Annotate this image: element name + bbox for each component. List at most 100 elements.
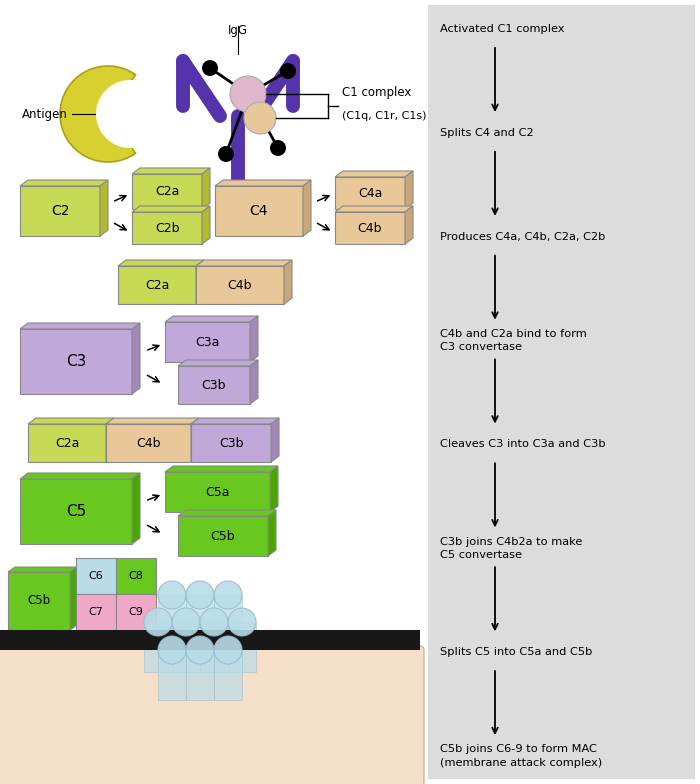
Bar xyxy=(196,266,284,304)
Bar xyxy=(118,266,196,304)
Circle shape xyxy=(200,608,228,636)
Text: C2: C2 xyxy=(50,204,69,218)
Polygon shape xyxy=(8,567,77,572)
Text: Splits C4 and C2: Splits C4 and C2 xyxy=(440,128,533,138)
Bar xyxy=(76,594,116,630)
Polygon shape xyxy=(191,418,199,462)
Polygon shape xyxy=(202,206,210,244)
Text: C5a: C5a xyxy=(205,485,230,499)
Wedge shape xyxy=(60,66,136,162)
Bar xyxy=(20,329,132,394)
Text: C6: C6 xyxy=(89,571,104,581)
Bar xyxy=(200,622,228,672)
Polygon shape xyxy=(106,418,199,424)
Bar xyxy=(172,622,200,672)
Circle shape xyxy=(144,608,172,636)
Text: C5b: C5b xyxy=(211,529,235,543)
Polygon shape xyxy=(303,180,311,236)
Circle shape xyxy=(214,636,242,664)
Circle shape xyxy=(202,60,218,76)
Text: IgG: IgG xyxy=(228,24,248,37)
Circle shape xyxy=(270,140,286,156)
Bar xyxy=(116,594,156,630)
Polygon shape xyxy=(20,180,108,186)
Text: C4b and C2a bind to form
C3 convertase: C4b and C2a bind to form C3 convertase xyxy=(440,329,587,352)
Circle shape xyxy=(158,636,186,664)
Text: C4a: C4a xyxy=(358,187,382,199)
Polygon shape xyxy=(250,316,258,362)
Circle shape xyxy=(218,146,234,162)
Bar xyxy=(0,630,420,650)
Bar xyxy=(20,186,100,236)
Polygon shape xyxy=(284,260,292,304)
Polygon shape xyxy=(196,260,292,266)
Polygon shape xyxy=(20,323,140,329)
Text: C2b: C2b xyxy=(155,222,179,234)
Text: C5b joins C6-9 to form MAC
(membrane attack complex): C5b joins C6-9 to form MAC (membrane att… xyxy=(440,744,602,768)
Polygon shape xyxy=(191,418,279,424)
Bar xyxy=(116,558,156,594)
Text: C2a: C2a xyxy=(55,437,79,449)
Text: C2a: C2a xyxy=(155,185,179,198)
Text: C3b: C3b xyxy=(202,379,226,391)
Polygon shape xyxy=(70,567,77,630)
Wedge shape xyxy=(96,80,154,148)
Polygon shape xyxy=(118,260,204,266)
Polygon shape xyxy=(178,360,258,366)
Polygon shape xyxy=(132,206,210,212)
Circle shape xyxy=(172,608,200,636)
Polygon shape xyxy=(106,418,114,462)
Text: (C1q, C1r, C1s): (C1q, C1r, C1s) xyxy=(342,111,426,121)
Text: C3b joins C4b2a to make
C5 convertase: C3b joins C4b2a to make C5 convertase xyxy=(440,537,582,560)
Bar xyxy=(28,424,106,462)
Text: Cleaves C3 into C3a and C3b: Cleaves C3 into C3a and C3b xyxy=(440,439,606,449)
Bar xyxy=(178,366,250,404)
Bar xyxy=(191,424,271,462)
Polygon shape xyxy=(100,180,108,236)
Bar xyxy=(228,622,256,672)
Polygon shape xyxy=(132,168,210,174)
Polygon shape xyxy=(215,180,311,186)
Polygon shape xyxy=(132,473,140,544)
Bar xyxy=(215,186,303,236)
Bar xyxy=(214,650,242,700)
Polygon shape xyxy=(271,418,279,462)
Text: C8: C8 xyxy=(129,571,144,581)
Text: C5: C5 xyxy=(66,504,86,519)
Circle shape xyxy=(186,636,214,664)
Polygon shape xyxy=(335,206,413,212)
Bar xyxy=(335,177,405,209)
Bar xyxy=(165,322,250,362)
Bar xyxy=(158,595,186,645)
Circle shape xyxy=(244,102,276,134)
Bar xyxy=(165,472,270,512)
Polygon shape xyxy=(270,466,278,512)
Text: C4b: C4b xyxy=(136,437,161,449)
Bar xyxy=(144,622,172,672)
Text: C3a: C3a xyxy=(195,336,220,349)
Circle shape xyxy=(186,581,214,609)
Text: Antigen: Antigen xyxy=(22,107,68,121)
Bar xyxy=(76,558,116,594)
Text: Produces C4a, C4b, C2a, C2b: Produces C4a, C4b, C2a, C2b xyxy=(440,232,606,241)
Polygon shape xyxy=(250,360,258,404)
Circle shape xyxy=(228,608,256,636)
Polygon shape xyxy=(196,260,204,304)
Text: C4b: C4b xyxy=(358,222,382,234)
Bar xyxy=(214,595,242,645)
Polygon shape xyxy=(405,171,413,209)
Circle shape xyxy=(158,581,186,609)
Text: C3b: C3b xyxy=(218,437,244,449)
Polygon shape xyxy=(20,473,140,479)
Polygon shape xyxy=(132,323,140,394)
FancyBboxPatch shape xyxy=(0,646,424,784)
Bar xyxy=(132,174,202,209)
Bar xyxy=(186,595,214,645)
Polygon shape xyxy=(405,206,413,244)
Circle shape xyxy=(230,76,266,112)
Text: C2a: C2a xyxy=(145,278,169,292)
Polygon shape xyxy=(202,168,210,209)
Bar xyxy=(335,212,405,244)
Polygon shape xyxy=(165,316,258,322)
Bar xyxy=(186,650,214,700)
